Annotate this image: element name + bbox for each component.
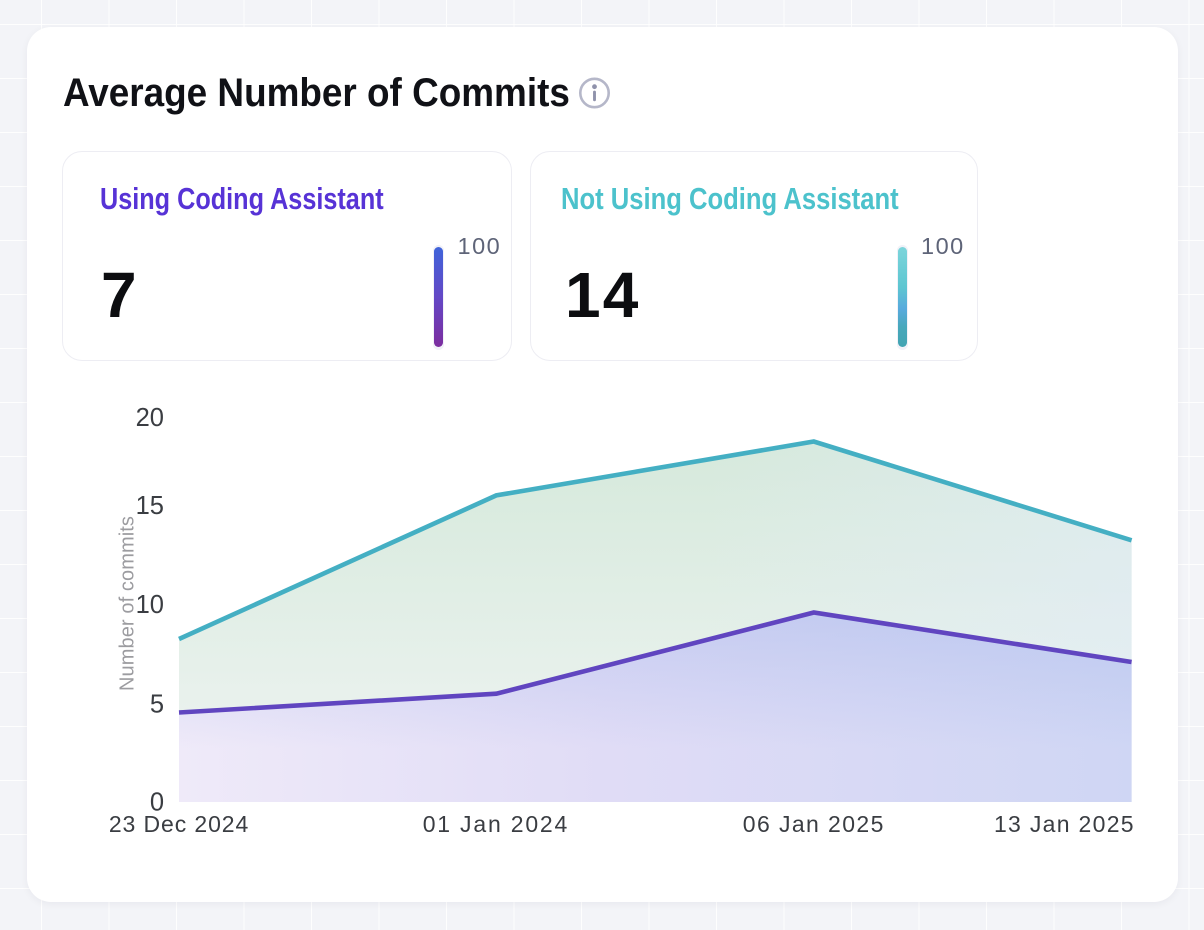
svg-text:01 Jan 2024: 01 Jan 2024 [423, 811, 569, 837]
svg-text:0: 0 [150, 789, 164, 817]
svg-text:06 Jan 2025: 06 Jan 2025 [743, 811, 885, 837]
svg-text:Number of commits: Number of commits [117, 516, 139, 691]
svg-text:13 Jan 2025: 13 Jan 2025 [994, 811, 1135, 837]
svg-text:20: 20 [136, 404, 164, 432]
svg-text:15: 15 [136, 492, 164, 520]
svg-text:23 Dec 2024: 23 Dec 2024 [109, 811, 249, 837]
svg-text:10: 10 [136, 591, 164, 619]
svg-text:5: 5 [150, 690, 164, 718]
